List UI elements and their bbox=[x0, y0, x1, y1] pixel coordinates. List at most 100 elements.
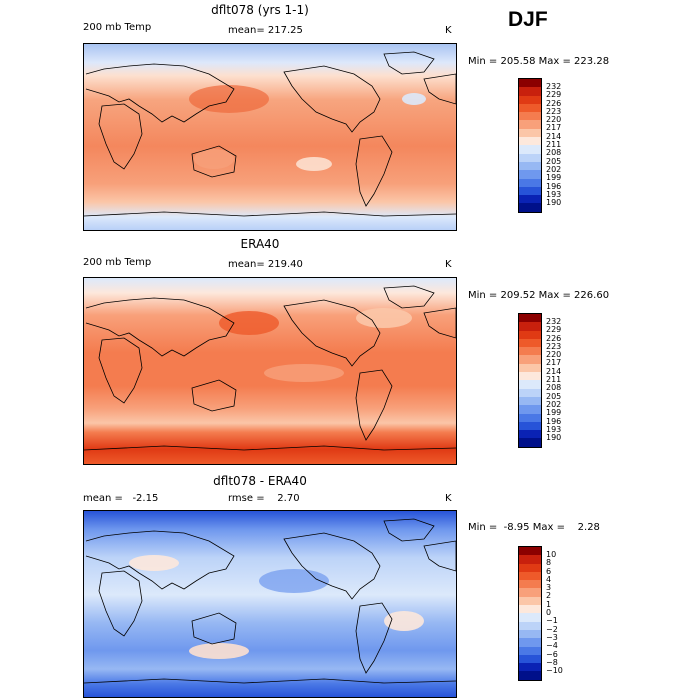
colorbar-swatch bbox=[519, 580, 541, 589]
panel-3-colorbar bbox=[518, 546, 542, 681]
colorbar-tick-label: 214 bbox=[546, 366, 562, 376]
panel-3-coastlines bbox=[84, 518, 456, 684]
colorbar-swatch bbox=[519, 372, 541, 381]
colorbar-tick-label: 223 bbox=[546, 341, 562, 351]
panel-2-cool-patch bbox=[356, 308, 412, 328]
colorbar-swatch bbox=[519, 112, 541, 121]
colorbar-swatch bbox=[519, 338, 541, 348]
panel-2-pacific-band bbox=[264, 364, 344, 382]
colorbar-swatch bbox=[519, 663, 541, 672]
panel-1-map bbox=[83, 43, 457, 231]
panel-1-field bbox=[84, 44, 456, 230]
colorbar-tick-label: −6 bbox=[546, 649, 558, 659]
colorbar-tick-label: 229 bbox=[546, 90, 562, 100]
colorbar-swatch bbox=[519, 405, 541, 414]
colorbar-swatch bbox=[519, 347, 541, 356]
panel-1-colorbar bbox=[518, 78, 542, 213]
colorbar-swatch bbox=[519, 588, 541, 597]
colorbar-tick-label: 190 bbox=[546, 433, 562, 443]
colorbar-tick-label: 208 bbox=[546, 148, 562, 158]
panel-3-warm-patch-3 bbox=[384, 611, 424, 631]
colorbar-swatch bbox=[519, 103, 541, 113]
colorbar-swatch bbox=[519, 413, 541, 422]
colorbar-tick-label: 3 bbox=[546, 583, 552, 593]
colorbar-swatch bbox=[519, 654, 541, 664]
panel-1-minmax: Min = 205.58 Max = 223.28 bbox=[468, 56, 610, 67]
colorbar-swatch bbox=[519, 137, 541, 146]
panel-3-cold-patch bbox=[259, 569, 329, 593]
panel-2-map bbox=[83, 277, 457, 465]
panel-3-left-label: mean = -2.15 bbox=[83, 493, 159, 504]
colorbar-tick-label: 4 bbox=[546, 574, 552, 584]
colorbar-tick-label: 0 bbox=[546, 608, 552, 618]
colorbar-tick-label: 8 bbox=[546, 558, 552, 568]
colorbar-tick-label: 2 bbox=[546, 591, 552, 601]
panel-1-title: dflt078 (yrs 1-1) bbox=[211, 3, 309, 17]
colorbar-tick-label: 214 bbox=[546, 131, 562, 141]
colorbar-swatch bbox=[519, 646, 541, 655]
panel-1-center-label: mean= 217.25 bbox=[228, 25, 303, 36]
colorbar-tick-label: 190 bbox=[546, 198, 562, 208]
panel-2-center-label: mean= 219.40 bbox=[228, 259, 303, 270]
panel-3-field bbox=[84, 511, 456, 697]
colorbar-swatch bbox=[519, 145, 541, 154]
colorbar-swatch bbox=[519, 438, 541, 447]
panel-3-units: K bbox=[445, 493, 452, 504]
panel-3-title: dflt078 - ERA40 bbox=[213, 474, 307, 488]
panel-1-cool-patch bbox=[296, 157, 332, 171]
colorbar-tick-label: 220 bbox=[546, 350, 562, 360]
colorbar-swatch bbox=[519, 186, 541, 196]
colorbar-swatch bbox=[519, 95, 541, 104]
colorbar-tick-label: 193 bbox=[546, 424, 562, 434]
colorbar-tick-label: 223 bbox=[546, 106, 562, 116]
season-label: DJF bbox=[508, 8, 548, 31]
colorbar-swatch bbox=[519, 571, 541, 581]
panel-2-minmax: Min = 209.52 Max = 226.60 bbox=[468, 290, 610, 301]
colorbar-swatch bbox=[519, 170, 541, 179]
colorbar-tick-label: 10 bbox=[546, 550, 557, 559]
colorbar-tick-label: 226 bbox=[546, 333, 562, 343]
colorbar-swatch bbox=[519, 563, 541, 572]
colorbar-swatch bbox=[519, 128, 541, 138]
panel-1-map-svg bbox=[84, 44, 456, 230]
colorbar-tick-label: 211 bbox=[546, 375, 562, 385]
colorbar-tick-label: 199 bbox=[546, 173, 562, 183]
panel-3-map-svg bbox=[84, 511, 456, 697]
colorbar-tick-label: 232 bbox=[546, 317, 562, 326]
colorbar-swatch bbox=[519, 621, 541, 630]
colorbar-swatch bbox=[519, 79, 541, 88]
colorbar-tick-label: −1 bbox=[546, 616, 558, 626]
panel-3-warm-patch-1 bbox=[129, 555, 179, 571]
colorbar-swatch bbox=[519, 430, 541, 439]
colorbar-tick-label: −3 bbox=[546, 632, 558, 642]
panel-2-units: K bbox=[445, 259, 452, 270]
colorbar-swatch bbox=[519, 355, 541, 364]
colorbar-tick-label: −8 bbox=[546, 657, 558, 667]
colorbar-tick-label: 226 bbox=[546, 98, 562, 108]
colorbar-swatch bbox=[519, 547, 541, 556]
panel-1-coastlines bbox=[84, 51, 456, 217]
colorbar-swatch bbox=[519, 638, 541, 647]
colorbar-tick-label: 217 bbox=[546, 123, 562, 133]
colorbar-swatch bbox=[519, 380, 541, 389]
colorbar-tick-label: −10 bbox=[546, 666, 563, 676]
colorbar-swatch bbox=[519, 388, 541, 397]
panel-1-units: K bbox=[445, 25, 452, 36]
panel-1-australia-field bbox=[194, 149, 234, 169]
colorbar-swatch bbox=[519, 596, 541, 606]
colorbar-tick-label: 202 bbox=[546, 399, 562, 409]
colorbar-tick-label: 199 bbox=[546, 408, 562, 418]
colorbar-tick-label: 205 bbox=[546, 156, 562, 166]
colorbar-swatch bbox=[519, 629, 541, 639]
panel-3-colorbar-labels: 10 8 6 4 3 2 1 0 −1 −2 −3 −4 −6 −8 −10 bbox=[546, 550, 563, 676]
colorbar-swatch bbox=[519, 178, 541, 187]
colorbar-tick-label: 232 bbox=[546, 82, 562, 91]
colorbar-swatch bbox=[519, 671, 541, 680]
colorbar-tick-label: 217 bbox=[546, 358, 562, 368]
colorbar-swatch bbox=[519, 87, 541, 96]
colorbar-swatch bbox=[519, 153, 541, 162]
panel-2-coastlines bbox=[84, 285, 456, 451]
panel-1-warm-anomaly bbox=[189, 85, 269, 113]
colorbar-swatch bbox=[519, 161, 541, 171]
panel-2-title: ERA40 bbox=[240, 237, 280, 251]
